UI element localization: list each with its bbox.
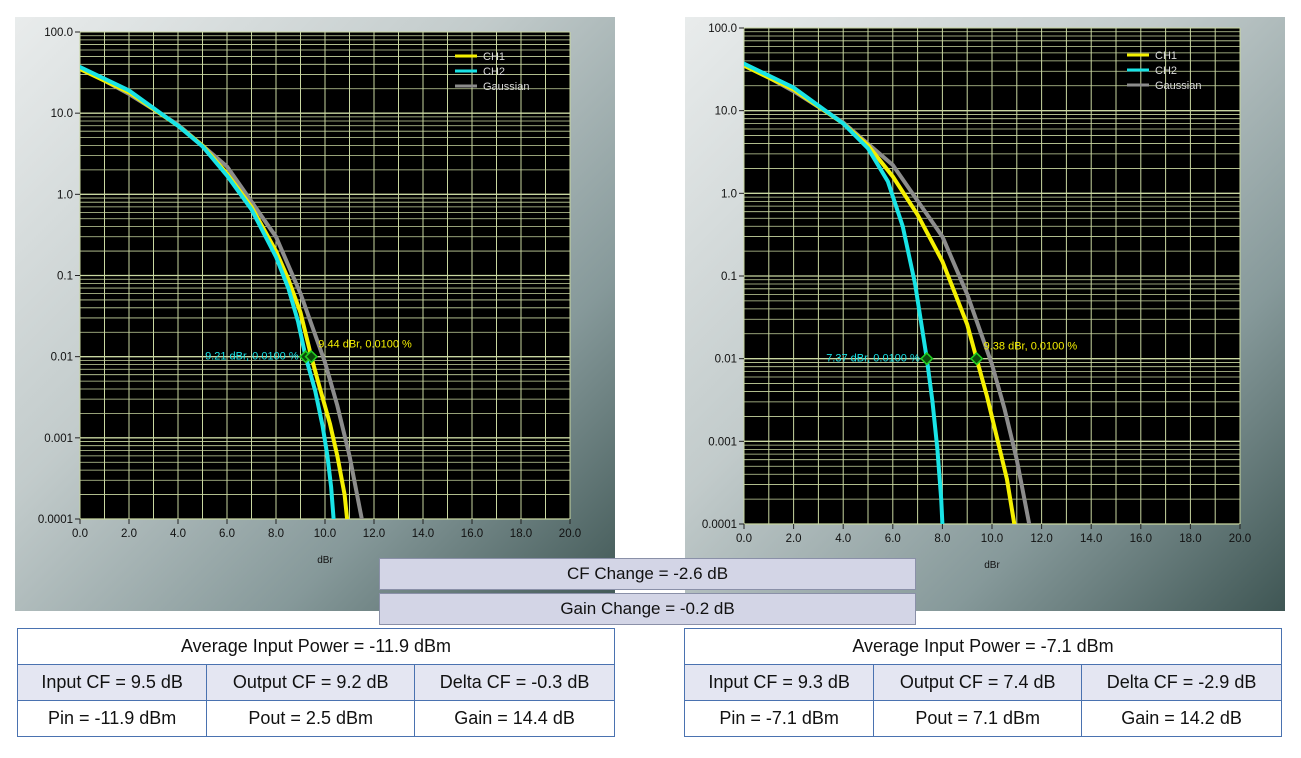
y-tick-label: 1.0 — [57, 189, 73, 201]
x-tick-label: 6.0 — [219, 528, 235, 540]
x-tick-label: 8.0 — [268, 528, 284, 540]
x-tick-label: 4.0 — [170, 528, 186, 540]
y-tick-label: 0.0001 — [702, 519, 737, 531]
table-header-row: Average Input Power = -7.1 dBm — [684, 628, 1282, 665]
x-tick-label: 12.0 — [1030, 533, 1052, 545]
gain-change-text: Gain Change = -0.2 dB — [560, 599, 735, 618]
x-axis-title: dBr — [984, 560, 1000, 571]
y-tick-label: 10.0 — [51, 108, 73, 120]
x-tick-label: 8.0 — [934, 533, 950, 545]
x-tick-label: 2.0 — [121, 528, 137, 540]
ccdf-plot-left: 100.0 10.0 1.0 0.1 0.01 0.001 0.0001 0.0 2.0 4.0 6… — [38, 27, 581, 566]
output-cf-cell: Output CF = 9.2 dB — [206, 664, 416, 701]
table-header-row: Average Input Power = -11.9 dBm — [17, 628, 615, 665]
x-tick-label: 6.0 — [885, 533, 901, 545]
legend-label: CH2 — [1155, 65, 1177, 77]
x-tick-label: 18.0 — [510, 528, 532, 540]
data-marker — [969, 351, 984, 366]
gain-change-banner: Gain Change = -0.2 dB — [379, 593, 916, 625]
table-row: Pin = -7.1 dBm Pout = 7.1 dBm Gain = 14.… — [683, 700, 1282, 737]
series-line-ch2 — [80, 65, 336, 519]
input-cf-cell: Input CF = 9.3 dB — [683, 664, 875, 701]
legend-label: CH1 — [483, 51, 505, 63]
ccdf-chart-left: 100.0 10.0 1.0 0.1 0.01 0.001 0.0001 0.0 2.0 4.0 6… — [15, 17, 615, 611]
y-tick-label: 0.001 — [44, 433, 73, 445]
summary-table-left: Average Input Power = -11.9 dBm Input CF… — [16, 628, 615, 737]
table-row: Input CF = 9.5 dB Output CF = 9.2 dB Del… — [16, 664, 615, 701]
gain-cell: Gain = 14.4 dB — [414, 700, 615, 737]
pin-cell: Pin = -11.9 dBm — [16, 700, 208, 737]
x-tick-label: 10.0 — [981, 533, 1003, 545]
y-tick-label: 100.0 — [44, 27, 73, 39]
x-tick-label: 0.0 — [72, 528, 88, 540]
y-tick-label: 0.1 — [721, 271, 737, 283]
x-tick-label: 12.0 — [363, 528, 385, 540]
x-tick-label: 16.0 — [461, 528, 483, 540]
delta-cf-cell: Delta CF = -0.3 dB — [414, 664, 615, 701]
summary-table-right: Average Input Power = -7.1 dBm Input CF … — [683, 628, 1282, 737]
grid-lines — [743, 27, 1241, 525]
series-line-ch2 — [744, 61, 945, 524]
avg-input-power-cell: Average Input Power = -7.1 dBm — [684, 628, 1282, 665]
legend: CH1 CH2 Gaussian — [1127, 50, 1201, 92]
output-cf-cell: Output CF = 7.4 dB — [873, 664, 1083, 701]
x-tick-label: 0.0 — [736, 533, 752, 545]
gain-cell: Gain = 14.2 dB — [1081, 700, 1282, 737]
delta-cf-cell: Delta CF = -2.9 dB — [1081, 664, 1282, 701]
x-tick-label: 2.0 — [786, 533, 802, 545]
input-cf-cell: Input CF = 9.5 dB — [16, 664, 208, 701]
x-axis-title: dBr — [317, 555, 333, 566]
legend-label: Gaussian — [1155, 80, 1201, 92]
x-tick-label: 14.0 — [1080, 533, 1102, 545]
table-row: Input CF = 9.3 dB Output CF = 7.4 dB Del… — [683, 664, 1282, 701]
pin-cell: Pin = -7.1 dBm — [683, 700, 875, 737]
x-tick-label: 10.0 — [314, 528, 336, 540]
y-tick-label: 0.01 — [51, 352, 73, 364]
y-tick-label: 0.1 — [57, 271, 73, 283]
y-tick-label: 0.0001 — [38, 514, 73, 526]
x-tick-label: 20.0 — [559, 528, 581, 540]
y-tick-label: 0.001 — [708, 436, 737, 448]
legend: CH1 CH2 Gaussian — [455, 51, 529, 93]
x-tick-label: 18.0 — [1179, 533, 1201, 545]
legend-label: Gaussian — [483, 81, 529, 93]
cf-change-text: CF Change = -2.6 dB — [566, 564, 729, 583]
y-tick-label: 100.0 — [708, 23, 737, 35]
cf-change-banner: CF Change = -2.6 dB — [379, 558, 916, 590]
data-marker — [919, 351, 934, 366]
avg-input-power-cell: Average Input Power = -11.9 dBm — [17, 628, 615, 665]
annotation-label: 9.21 dBr, 0.0100 % — [205, 351, 299, 363]
annotation-label: 9.44 dBr, 0.0100 % — [318, 339, 412, 351]
y-tick-label: 0.01 — [715, 354, 737, 366]
pout-cell: Pout = 2.5 dBm — [206, 700, 416, 737]
data-marker — [304, 349, 319, 364]
annotation-label: 9.38 dBr, 0.0100 % — [984, 341, 1078, 353]
x-tick-label: 20.0 — [1229, 533, 1251, 545]
x-tick-label: 16.0 — [1130, 533, 1152, 545]
y-tick-label: 10.0 — [715, 106, 737, 118]
table-row: Pin = -11.9 dBm Pout = 2.5 dBm Gain = 14… — [16, 700, 615, 737]
x-tick-label: 14.0 — [412, 528, 434, 540]
legend-label: CH1 — [1155, 50, 1177, 62]
x-tick-label: 4.0 — [835, 533, 851, 545]
y-tick-label: 1.0 — [721, 188, 737, 200]
ccdf-chart-right: 100.0 10.0 1.0 0.1 0.01 0.001 0.0001 0.0 2.0 4.0 6… — [685, 17, 1285, 611]
annotation-label: 7.37 dBr, 0.0100 % — [826, 353, 920, 365]
pout-cell: Pout = 7.1 dBm — [873, 700, 1083, 737]
ccdf-plot-right: 100.0 10.0 1.0 0.1 0.01 0.001 0.0001 0.0 2.0 4.0 6… — [702, 23, 1251, 571]
legend-label: CH2 — [483, 66, 505, 78]
